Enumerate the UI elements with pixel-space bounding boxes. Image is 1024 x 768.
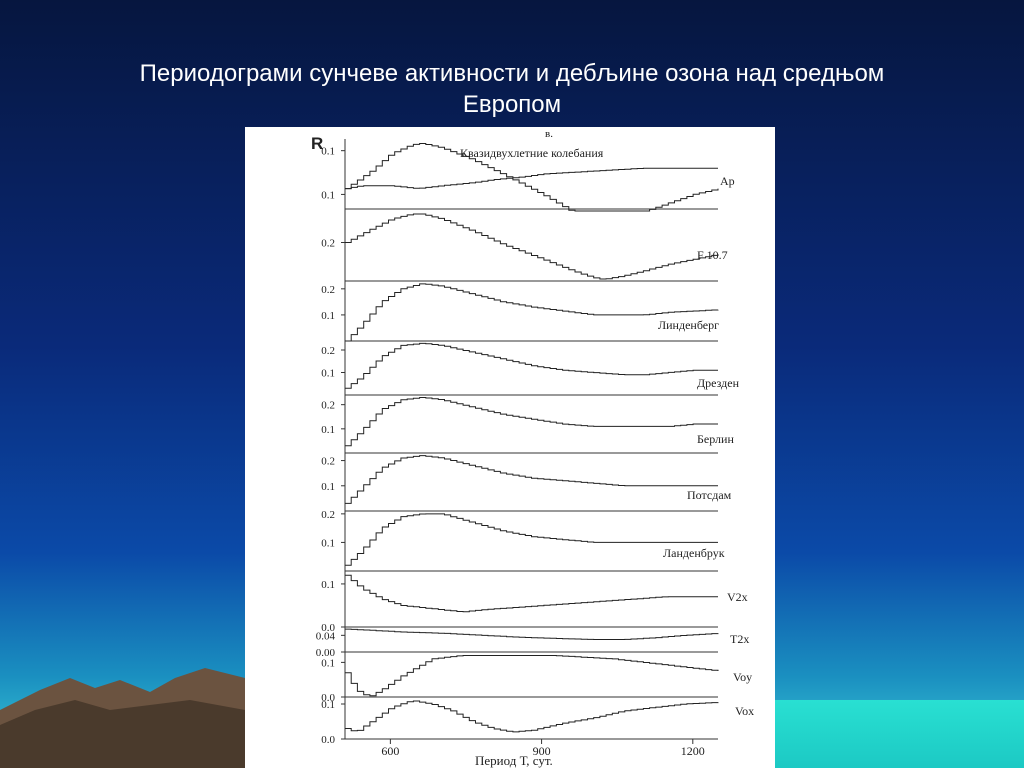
- y-tick-label: 0.1: [321, 424, 335, 436]
- panel-9: 0.04 0.00 T2x: [316, 627, 749, 659]
- series-line-V2x: [345, 574, 718, 613]
- y-tick-label: 0.1: [321, 189, 335, 201]
- series-line-Дрезден: [345, 342, 718, 389]
- panel-7: 0.2 0.1 Ланденбрук: [321, 509, 725, 572]
- series-line-Линденберг: [345, 283, 719, 342]
- panel-2: 0.2 F 10.7: [321, 209, 728, 282]
- series-label: Ap: [720, 174, 735, 188]
- y-tick-label: 0.0: [321, 622, 335, 634]
- x-tick-label: 900: [533, 744, 551, 758]
- series-line-Ap: [345, 167, 718, 190]
- panel-6: 0.2 0.1 Потсдам: [321, 453, 732, 512]
- panel-10: 0.1 0.0 Voy: [321, 652, 752, 704]
- y-tick-label: 0.2: [321, 456, 335, 468]
- sea: [770, 700, 1024, 768]
- series-line-T2x: [345, 628, 719, 640]
- series-line-Берлин: [345, 397, 718, 447]
- series-label: F 10.7: [697, 248, 728, 262]
- series-label: Дрезден: [697, 376, 740, 390]
- series-label: V2x: [727, 590, 748, 604]
- series-label: Voy: [733, 670, 752, 684]
- slide-title: Периодограми сунчеве активности и дебљин…: [0, 58, 1024, 120]
- y-tick-label: 0.1: [321, 481, 335, 493]
- y-tick-label: 0.1: [321, 657, 335, 669]
- series-line-Квазидвухлетние колебания: [345, 143, 719, 212]
- series-label: Vox: [735, 704, 754, 718]
- mountain-shadow: [0, 700, 245, 768]
- x-tick-label: 1200: [681, 744, 705, 758]
- y-tick-label: 0.1: [321, 699, 335, 711]
- y-tick-label: 0.2: [321, 284, 335, 296]
- slide-title-line-1: Периодограми сунчеве активности и дебљин…: [139, 60, 885, 87]
- y-tick-label: 0.04: [316, 630, 336, 642]
- x-axis-label: Период Т, сут.: [475, 753, 553, 768]
- panel-5: 0.2 0.1 Берлин: [321, 395, 734, 454]
- panel-4: 0.2 0.1 Дрезден: [321, 341, 740, 396]
- y-tick-label: 0.2: [321, 345, 335, 357]
- panel-8: 0.1 0.0 V2x: [321, 571, 748, 634]
- periodogram-chart: R в. 0.1 0.1 Квазидвухлетние колебания Ap 0.…: [245, 127, 775, 768]
- y-tick-label: 0.1: [321, 579, 335, 591]
- panels-layer: 0.1 0.1 Квазидвухлетние колебания Ap 0.2 F 10…: [316, 139, 754, 746]
- series-line-Voy: [345, 655, 719, 697]
- panel-3: 0.2 0.1 Линденберг: [321, 281, 719, 342]
- series-line-Потсдам: [345, 455, 718, 504]
- series-label: Линденберг: [658, 318, 719, 332]
- series-label: Квазидвухлетние колебания: [460, 146, 604, 160]
- series-line-F 10.7: [345, 213, 719, 280]
- series-line-Ланденбрук: [345, 513, 718, 566]
- y-tick-label: 0.2: [321, 509, 335, 521]
- series-label: Берлин: [697, 432, 734, 446]
- y-tick-label: 0.1: [321, 310, 335, 322]
- y-tick-label: 0.0: [321, 734, 335, 746]
- series-label: T2x: [730, 632, 749, 646]
- y-tick-label: 0.1: [321, 146, 335, 158]
- x-axis: 600 900 1200: [345, 738, 718, 758]
- panel-label: в.: [545, 128, 553, 140]
- y-tick-label: 0.0: [321, 692, 335, 704]
- y-tick-label: 0.1: [321, 368, 335, 380]
- y-tick-label: 0.2: [321, 237, 335, 249]
- slide-title-line-2: Европом: [462, 91, 562, 118]
- panel-1: 0.1 0.1 Квазидвухлетние колебания Ap: [321, 139, 735, 212]
- mountain-landscape: [0, 668, 1024, 768]
- series-label: Потсдам: [687, 488, 732, 502]
- series-line-Vox: [345, 700, 719, 733]
- y-tick-label: 0.00: [316, 647, 336, 659]
- y-tick-label: 0.1: [321, 537, 335, 549]
- series-label: Ланденбрук: [663, 546, 725, 560]
- x-tick-label: 600: [381, 744, 399, 758]
- y-axis-label: R: [311, 134, 323, 153]
- y-tick-label: 0.2: [321, 400, 335, 412]
